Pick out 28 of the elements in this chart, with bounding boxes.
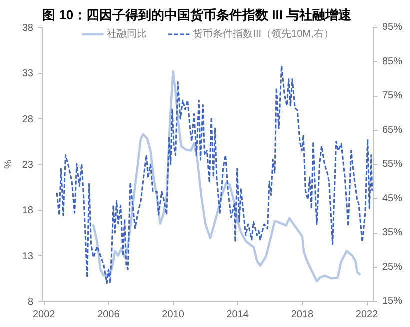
- y-tick-label: 8: [28, 297, 34, 308]
- x-tick-label: 2018: [291, 310, 314, 320]
- x-tick-label: 2022: [356, 310, 379, 320]
- y2-tick-label: 85%: [382, 56, 403, 68]
- y2-tick-label: 75%: [382, 90, 403, 102]
- y2-tick-label: 45%: [382, 193, 403, 204]
- y2-tick-label: 25%: [382, 262, 403, 273]
- legend-label: 社融同比: [107, 28, 148, 41]
- y-tick-label: 38: [22, 23, 34, 34]
- y2-tick-label: 65%: [382, 124, 403, 136]
- x-tick-label: 2014: [226, 310, 250, 320]
- y-tick-label: 28: [22, 114, 34, 126]
- y2-tick-label: 15%: [382, 296, 403, 307]
- x-tick-label: 2002: [32, 310, 56, 320]
- y-tick-label: 13: [22, 251, 34, 262]
- line-series: [56, 65, 374, 284]
- y-axis-title: %: [3, 160, 14, 169]
- y2-tick-label: 35%: [382, 228, 403, 238]
- line-series: [92, 70, 362, 283]
- y-tick-label: 18: [22, 206, 34, 217]
- legend-label: 货币条件指数III（领先10M,右）: [193, 28, 334, 41]
- chart-title: 图 10：四因子得到的中国货币条件指数 III 与社融增速: [42, 8, 353, 22]
- y-tick-label: 23: [22, 160, 34, 171]
- x-tick-label: 2010: [162, 310, 185, 320]
- y-tick-label: 33: [22, 68, 34, 80]
- y2-tick-label: 55%: [382, 159, 403, 170]
- x-tick-label: 2006: [98, 310, 120, 320]
- y2-tick-label: 95%: [382, 22, 403, 33]
